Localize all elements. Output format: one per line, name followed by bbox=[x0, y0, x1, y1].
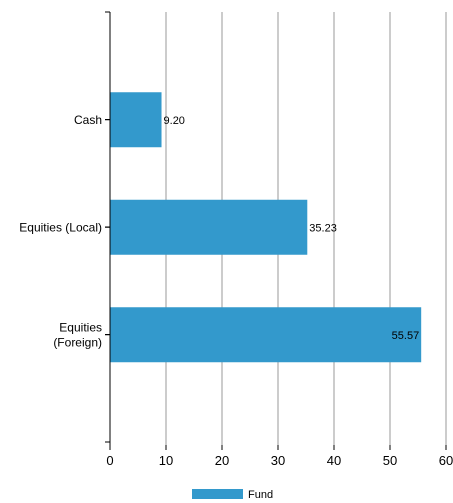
legend-swatch-fund bbox=[192, 489, 243, 499]
x-tick-label: 40 bbox=[327, 453, 341, 468]
bar bbox=[110, 307, 422, 363]
bars bbox=[110, 92, 422, 363]
x-tick-label: 20 bbox=[215, 453, 229, 468]
x-tick-label: 50 bbox=[383, 453, 397, 468]
x-tick-label: 0 bbox=[106, 453, 113, 468]
data-label: 35.23 bbox=[309, 222, 337, 234]
legend: Fund bbox=[192, 489, 273, 501]
x-tick-label: 10 bbox=[159, 453, 173, 468]
x-tick-label: 60 bbox=[439, 453, 453, 468]
bar bbox=[110, 92, 162, 148]
data-label: 55.57 bbox=[392, 330, 420, 342]
category-label: Equities bbox=[59, 320, 102, 334]
axes bbox=[105, 11, 447, 450]
x-tick-label: 30 bbox=[271, 453, 285, 468]
legend-label-fund: Fund bbox=[248, 489, 273, 501]
bar bbox=[110, 199, 308, 255]
category-label: Cash bbox=[74, 113, 102, 127]
category-label: (Foreign) bbox=[53, 335, 102, 349]
data-label: 9.20 bbox=[164, 115, 185, 127]
labels: 0 10 20 30 40 50 60 Cash 9.20 Equities (Local) 35.… bbox=[19, 113, 453, 468]
category-label: Equities (Local) bbox=[19, 220, 102, 234]
